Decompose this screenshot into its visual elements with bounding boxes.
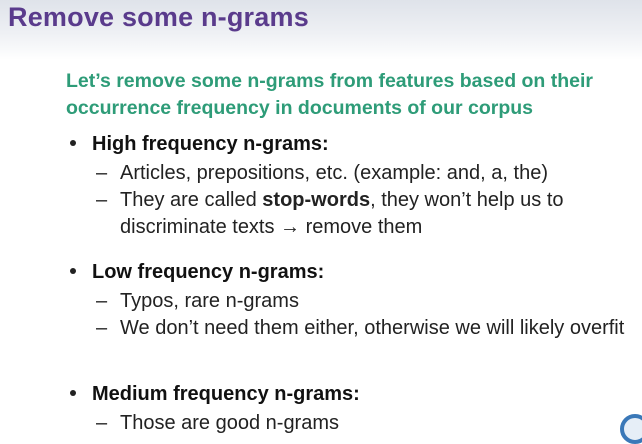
dash-icon: – — [96, 317, 108, 339]
bullet-dot-icon — [70, 390, 76, 396]
sub-item-text-post: , they won’t help us to discriminate tex… — [120, 189, 564, 238]
sub-item-text-pre: They are called — [120, 189, 263, 211]
sub-item-text: Typos, rare n-grams — [120, 290, 299, 312]
slide-header — [0, 0, 642, 60]
sub-item: – Those are good n-grams — [70, 410, 630, 437]
bullet-dot-icon — [70, 140, 76, 146]
sub-item-text: Those are good n-grams — [120, 412, 340, 434]
dash-icon: – — [96, 290, 108, 312]
bullet-heading: High frequency n-grams: — [92, 133, 329, 155]
dash-icon: – — [96, 189, 108, 211]
bullet-medium-frequency: Medium frequency n-grams: – Those are go… — [70, 378, 630, 437]
sub-item: – We don’t need them either, otherwise w… — [70, 315, 630, 342]
sub-item: – Articles, prepositions, etc. (example:… — [70, 160, 630, 187]
sub-item: – Typos, rare n-grams — [70, 288, 630, 315]
dash-icon: – — [96, 412, 108, 434]
bullet-list: High frequency n-grams: – Articles, prep… — [70, 128, 630, 434]
sub-item-text: We don’t need them either, otherwise we … — [120, 317, 625, 339]
bullet-dot-icon — [70, 268, 76, 274]
bullet-low-frequency: Low frequency n-grams: – Typos, rare n-g… — [70, 256, 630, 342]
sub-item: – They are called stop-words, they won’t… — [70, 187, 630, 241]
bullet-high-frequency: High frequency n-grams: – Articles, prep… — [70, 128, 630, 241]
bullet-heading: Low frequency n-grams: — [92, 261, 325, 283]
course-logo-icon — [620, 414, 642, 444]
dash-icon: – — [96, 162, 108, 184]
slide-subtitle: Let’s remove some n-grams from features … — [66, 70, 594, 119]
stop-words-term: stop-words — [262, 189, 371, 211]
slide-title: Remove some n-grams — [8, 2, 309, 32]
sub-item-text: Articles, prepositions, etc. (example: a… — [120, 162, 548, 184]
bullet-heading: Medium frequency n-grams: — [92, 383, 360, 405]
